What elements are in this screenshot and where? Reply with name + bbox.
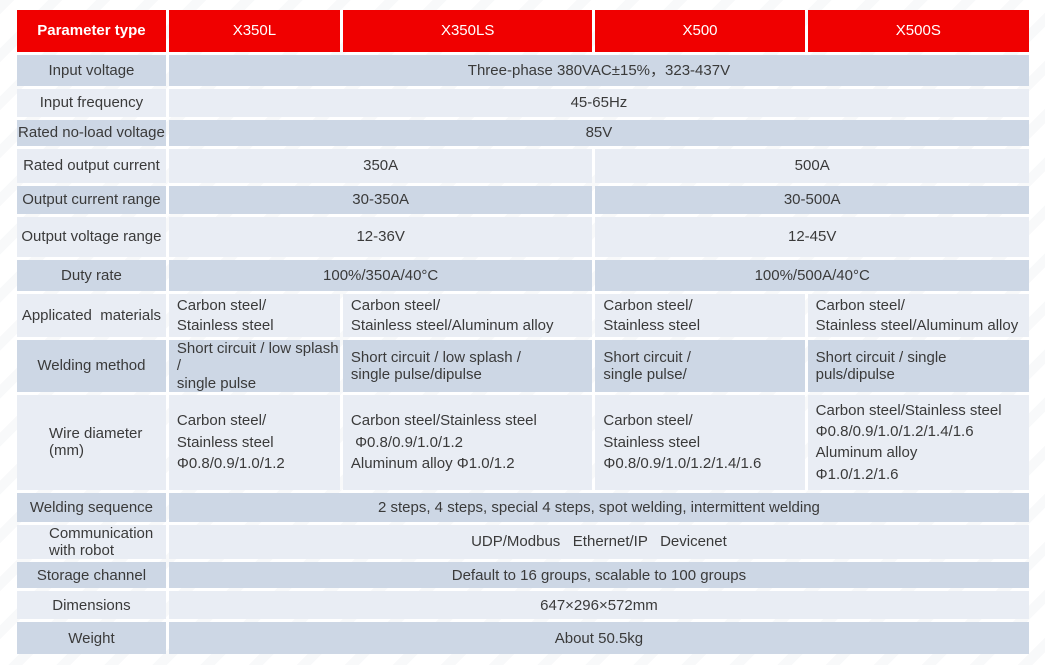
- row-duty-rate: Duty rate 100%/350A/40°C 100%/500A/40°C: [17, 260, 1029, 291]
- row-label: Welding sequence: [17, 492, 166, 522]
- cell-output-current-range-500: 30-500A: [595, 186, 1029, 214]
- row-wire-diameter: Wire diameter (mm) Carbon steel/ Stainle…: [17, 394, 1029, 490]
- cell-wire-diameter-x350ls: Carbon steel/Stainless steel Φ0.8/0.9/1.…: [342, 394, 593, 490]
- cell-wire-diameter-x500s: Carbon steel/Stainless steel Φ0.8/0.9/1.…: [807, 394, 1029, 490]
- cell-welding-method-x500: Short circuit / single pulse/: [595, 340, 805, 392]
- cell-applicated-materials-x500: Carbon steel/ Stainless steel: [595, 294, 805, 337]
- cell-applicated-materials-x350ls: Carbon steel/ Stainless steel/Aluminum a…: [342, 294, 593, 337]
- row-label: Storage channel: [17, 562, 166, 589]
- cell-input-frequency: 45-65Hz: [168, 89, 1029, 117]
- row-input-frequency: Input frequency 45-65Hz: [17, 89, 1029, 117]
- cell-welding-method-x350ls: Short circuit / low splash / single puls…: [342, 340, 593, 392]
- header-model-x350l: X350L: [168, 10, 340, 52]
- row-weight: Weight About 50.5kg: [17, 622, 1029, 655]
- cell-rated-output-current-350: 350A: [168, 149, 593, 183]
- row-label: Dimensions: [17, 591, 166, 620]
- row-welding-sequence: Welding sequence 2 steps, 4 steps, speci…: [17, 492, 1029, 522]
- row-label: Output voltage range: [17, 217, 166, 257]
- header-parameter-type: Parameter type: [17, 10, 166, 52]
- cell-duty-rate-500: 100%/500A/40°C: [595, 260, 1029, 291]
- row-applicated-materials: Applicated materials Carbon steel/ Stain…: [17, 294, 1029, 337]
- row-label: Welding method: [17, 340, 166, 392]
- row-output-voltage-range: Output voltage range 12-36V 12-45V: [17, 217, 1029, 257]
- header-model-x500: X500: [595, 10, 805, 52]
- cell-wire-diameter-x350l: Carbon steel/ Stainless steel Φ0.8/0.9/1…: [168, 394, 340, 490]
- header-row: Parameter type X350L X350LS X500 X500S: [17, 10, 1029, 52]
- row-label: Applicated materials: [17, 294, 166, 337]
- row-rated-no-load-voltage: Rated no-load voltage 85V: [17, 120, 1029, 146]
- cell-rated-output-current-500: 500A: [595, 149, 1029, 183]
- cell-welding-method-x500s: Short circuit / single puls/dipulse: [807, 340, 1029, 392]
- row-label: Input voltage: [17, 55, 166, 86]
- row-label: Input frequency: [17, 89, 166, 117]
- row-rated-output-current: Rated output current 350A 500A: [17, 149, 1029, 183]
- cell-applicated-materials-x350l: Carbon steel/ Stainless steel: [168, 294, 340, 337]
- row-label: Rated no-load voltage: [17, 120, 166, 146]
- row-dimensions: Dimensions 647×296×572mm: [17, 591, 1029, 620]
- cell-input-voltage: Three-phase 380VAC±15%，323-437V: [168, 55, 1029, 86]
- row-label: Rated output current: [17, 149, 166, 183]
- cell-dimensions: 647×296×572mm: [168, 591, 1029, 620]
- row-label: Weight: [17, 622, 166, 655]
- cell-output-current-range-350: 30-350A: [168, 186, 593, 214]
- cell-duty-rate-350: 100%/350A/40°C: [168, 260, 593, 291]
- spec-table: Parameter type X350L X350LS X500 X500S I…: [14, 7, 1032, 657]
- header-model-x500s: X500S: [807, 10, 1029, 52]
- cell-communication-with-robot: UDP/Modbus Ethernet/IP Devicenet: [168, 524, 1029, 560]
- row-welding-method: Welding method Short circuit / low splas…: [17, 340, 1029, 392]
- cell-wire-diameter-x500: Carbon steel/ Stainless steel Φ0.8/0.9/1…: [595, 394, 805, 490]
- row-label: Output current range: [17, 186, 166, 214]
- row-storage-channel: Storage channel Default to 16 groups, sc…: [17, 562, 1029, 589]
- cell-rated-no-load-voltage: 85V: [168, 120, 1029, 146]
- row-output-current-range: Output current range 30-350A 30-500A: [17, 186, 1029, 214]
- cell-storage-channel: Default to 16 groups, scalable to 100 gr…: [168, 562, 1029, 589]
- row-input-voltage: Input voltage Three-phase 380VAC±15%，323…: [17, 55, 1029, 86]
- cell-weight: About 50.5kg: [168, 622, 1029, 655]
- cell-welding-sequence: 2 steps, 4 steps, special 4 steps, spot …: [168, 492, 1029, 522]
- header-model-x350ls: X350LS: [342, 10, 593, 52]
- cell-applicated-materials-x500s: Carbon steel/ Stainless steel/Aluminum a…: [807, 294, 1029, 337]
- cell-output-voltage-range-350: 12-36V: [168, 217, 593, 257]
- cell-output-voltage-range-500: 12-45V: [595, 217, 1029, 257]
- cell-welding-method-x350l: Short circuit / low splash / single puls…: [168, 340, 340, 392]
- row-communication-with-robot: Communication with robot UDP/Modbus Ethe…: [17, 524, 1029, 560]
- row-label: Communication with robot: [17, 524, 166, 560]
- row-label: Duty rate: [17, 260, 166, 291]
- row-label: Wire diameter (mm): [17, 394, 166, 490]
